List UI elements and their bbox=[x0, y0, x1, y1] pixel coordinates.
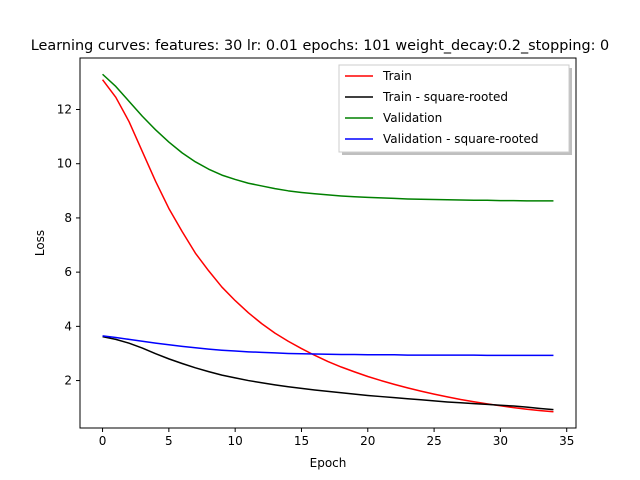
legend: Train Train - square-rooted Validation Vali… bbox=[338, 64, 572, 155]
series-line-4 bbox=[102, 335, 554, 357]
x-tick-label: 35 bbox=[559, 434, 574, 448]
y-tick-label: 10 bbox=[57, 157, 72, 171]
series-line-1 bbox=[101, 79, 554, 413]
y-tick-label: 12 bbox=[57, 103, 72, 117]
x-tick-label: 10 bbox=[228, 434, 243, 448]
x-tick-label: 0 bbox=[99, 434, 107, 448]
plot-area bbox=[101, 73, 554, 413]
legend-box bbox=[338, 64, 570, 153]
y-tick-label: 8 bbox=[64, 211, 72, 225]
x-tick-label: 20 bbox=[360, 434, 375, 448]
x-tick-label: 30 bbox=[493, 434, 508, 448]
chart-title: Learning curves: features: 30 lr: 0.01 e… bbox=[31, 38, 609, 54]
series-line-3 bbox=[102, 73, 554, 202]
legend-label: Train bbox=[382, 69, 412, 83]
x-axis-label: Epoch bbox=[310, 456, 347, 470]
x-tick-label: 5 bbox=[165, 434, 173, 448]
y-tick-label: 4 bbox=[64, 319, 72, 333]
legend-label: Validation - square-rooted bbox=[383, 132, 538, 146]
y-axis-label: Loss bbox=[33, 230, 47, 256]
y-axis-ticks: 2 4 6 8 10 12 bbox=[57, 103, 80, 388]
series-lines bbox=[101, 73, 554, 413]
y-tick-label: 6 bbox=[64, 265, 72, 279]
legend-label: Train - square-rooted bbox=[382, 90, 508, 104]
x-axis-ticks: 0 5 10 15 20 25 30 35 bbox=[99, 428, 574, 448]
legend-label: Validation bbox=[383, 111, 442, 125]
plot-frame bbox=[79, 57, 577, 429]
y-tick-label: 2 bbox=[64, 374, 72, 388]
series-line-2 bbox=[102, 335, 554, 411]
x-tick-label: 25 bbox=[426, 434, 441, 448]
x-tick-label: 15 bbox=[294, 434, 309, 448]
